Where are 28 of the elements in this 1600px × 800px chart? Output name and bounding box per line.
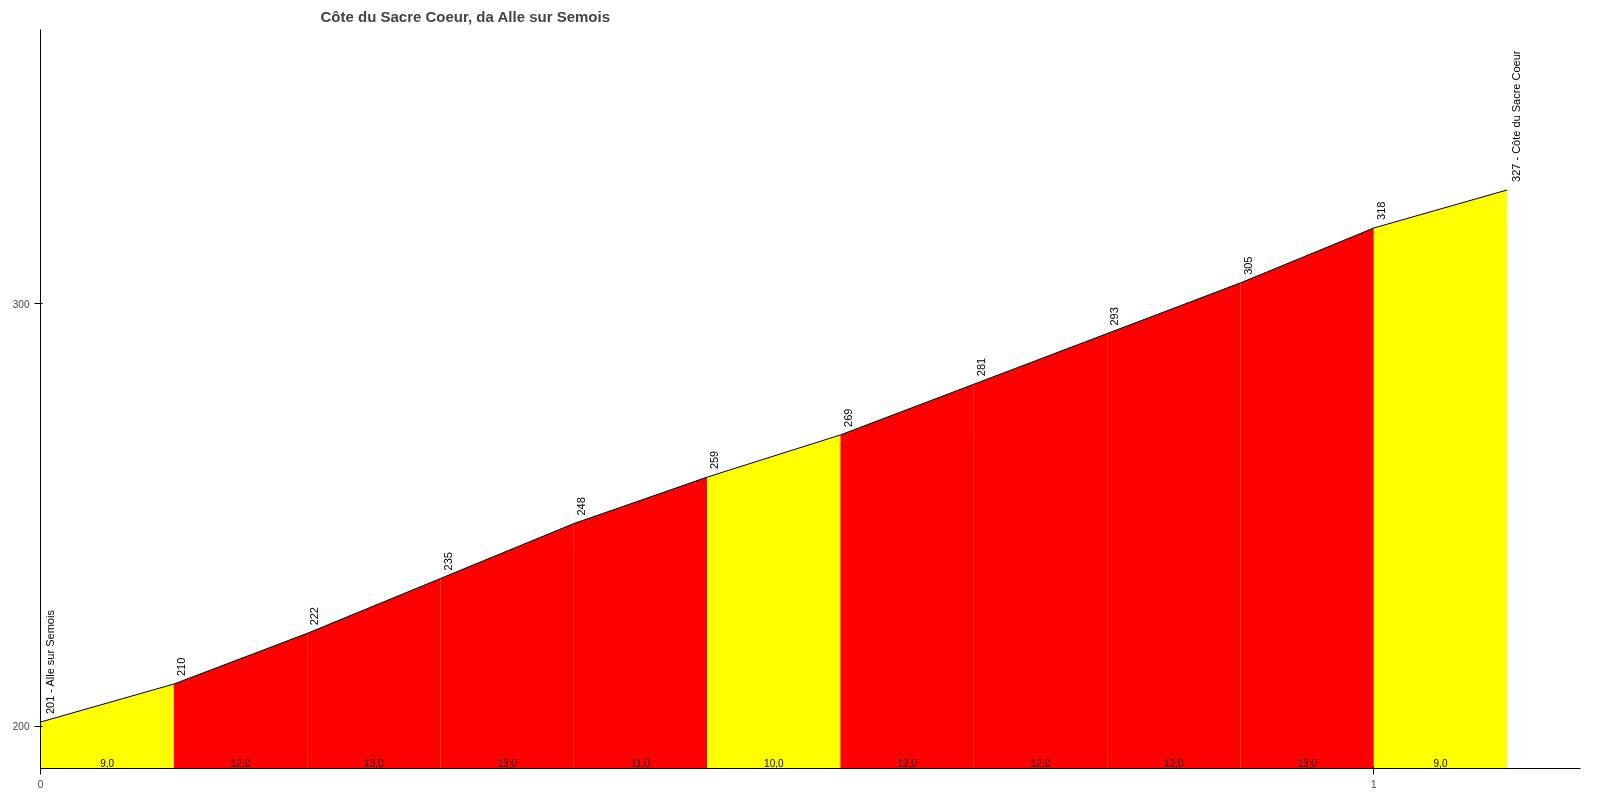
annotation: 9,0 xyxy=(1433,757,1448,769)
data-label: 293 xyxy=(1108,307,1121,326)
chart-title: Côte du Sacre Coeur, da Alle sur Semois xyxy=(320,7,611,25)
data-label: 305 xyxy=(1241,256,1254,275)
annotation: 12,0 xyxy=(230,757,251,769)
y-tick-label: 300 xyxy=(12,298,30,310)
annotation: 9,0 xyxy=(100,757,115,769)
annotation: 13,0 xyxy=(1297,757,1318,769)
data-label: 269 xyxy=(841,408,854,427)
annotation: 12,0 xyxy=(897,757,918,769)
annotation: 11,0 xyxy=(631,757,651,769)
annotation: 13,0 xyxy=(364,757,384,769)
data-label: 259 xyxy=(708,450,721,470)
data-label: 318 xyxy=(1374,201,1387,220)
data-label: 201 - Alle sur Semois xyxy=(43,609,56,715)
data-label: 248 xyxy=(574,497,587,516)
annotation: 12,0 xyxy=(1164,757,1184,769)
x-tick-label: 0 xyxy=(37,778,44,790)
data-label: 210 xyxy=(174,657,187,677)
annotation: 13,0 xyxy=(497,757,518,769)
annotation: 10,0 xyxy=(764,757,784,769)
data-label: 327 - Côte du Sacre Coeur xyxy=(1510,50,1523,182)
annotation: 12,0 xyxy=(1030,757,1051,769)
data-label: 222 xyxy=(308,607,321,626)
data-label: 281 xyxy=(974,357,987,377)
y-tick-label: 200 xyxy=(12,721,30,733)
data-label: 235 xyxy=(441,552,454,571)
x-tick-label: 1 xyxy=(1371,778,1378,790)
